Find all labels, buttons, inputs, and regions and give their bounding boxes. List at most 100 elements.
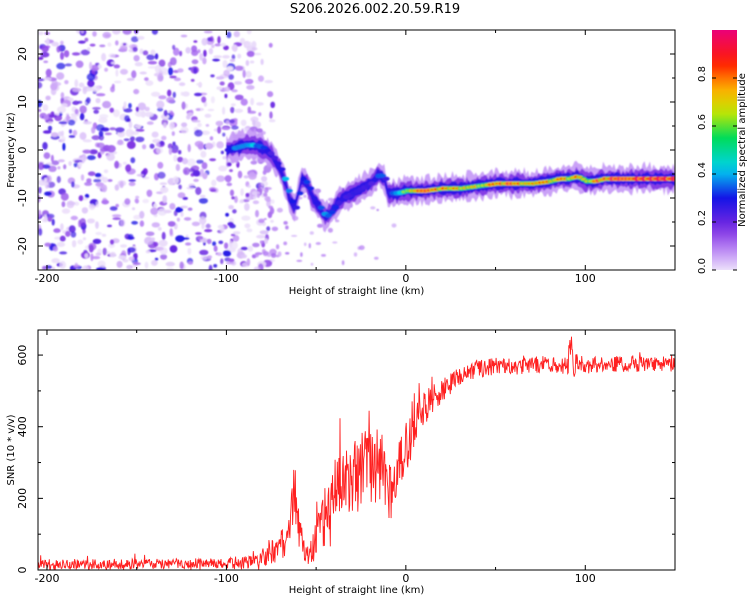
noise-speckle <box>128 181 136 187</box>
noise-speckle <box>52 266 56 270</box>
noise-speckle <box>146 54 155 61</box>
noise-speckle <box>216 141 224 149</box>
noise-speckle <box>70 215 79 221</box>
noise-speckle <box>242 199 250 203</box>
noise-speckle <box>95 182 105 187</box>
snr-xtick-label: 100 <box>575 572 596 585</box>
ridge-cell <box>673 176 675 181</box>
noise-speckle <box>267 211 273 219</box>
noise-speckle <box>175 207 184 213</box>
noise-speckle <box>38 228 43 236</box>
noise-speckle <box>43 114 49 121</box>
noise-speckle <box>136 173 144 177</box>
noise-speckle <box>198 197 208 204</box>
colorbar <box>712 30 737 270</box>
noise-speckle <box>205 124 210 127</box>
noise-speckle <box>72 100 80 106</box>
noise-speckle <box>112 214 122 218</box>
heatmap-ytick-label: 0 <box>16 147 29 154</box>
noise-speckle <box>200 150 207 158</box>
noise-speckle <box>95 231 103 236</box>
noise-speckle <box>128 256 135 262</box>
noise-speckle <box>234 81 242 85</box>
noise-speckle <box>186 158 196 167</box>
noise-speckle <box>122 30 132 35</box>
noise-speckle <box>102 247 107 256</box>
noise-speckle <box>169 110 174 116</box>
noise-speckle <box>38 100 43 108</box>
noise-speckle <box>44 242 52 247</box>
noise-speckle <box>176 217 180 222</box>
noise-speckle <box>252 200 260 205</box>
noise-speckle <box>157 227 162 231</box>
noise-speckle <box>172 91 176 98</box>
noise-speckle <box>40 51 50 58</box>
noise-speckle <box>53 228 61 233</box>
ridge-cell <box>368 181 376 186</box>
noise-speckle <box>104 34 111 37</box>
noise-speckle <box>219 81 225 86</box>
noise-speckle <box>213 264 218 268</box>
noise-speckle <box>101 184 108 193</box>
noise-speckle <box>144 261 149 269</box>
noise-speckle <box>89 149 98 155</box>
noise-speckle <box>135 136 145 143</box>
noise-speckle <box>88 203 96 210</box>
noise-speckle <box>251 47 258 51</box>
noise-speckle <box>207 255 213 259</box>
noise-speckle <box>262 170 267 175</box>
noise-speckle <box>228 205 234 210</box>
noise-speckle <box>231 89 238 93</box>
noise-speckle <box>70 113 80 117</box>
noise-speckle <box>199 194 206 198</box>
noise-speckle <box>186 186 195 190</box>
noise-speckle <box>267 91 274 98</box>
noise-speckle <box>46 175 52 183</box>
snr-ytick-label: 200 <box>16 488 29 509</box>
noise-speckle <box>204 229 213 233</box>
noise-speckle <box>321 254 326 257</box>
noise-speckle <box>250 116 259 123</box>
noise-speckle <box>228 258 235 263</box>
noise-speckle <box>191 119 201 123</box>
noise-speckle <box>185 47 191 54</box>
noise-speckle <box>243 175 249 179</box>
noise-speckle <box>87 79 95 88</box>
noise-speckle <box>95 62 100 66</box>
noise-speckle <box>119 45 128 52</box>
noise-speckle <box>153 203 158 208</box>
ridge-cell <box>335 200 344 205</box>
noise-speckle <box>166 267 174 270</box>
snr-xtick-label: -100 <box>214 572 239 585</box>
noise-speckle <box>122 258 129 263</box>
noise-speckle <box>133 214 142 220</box>
noise-speckle <box>80 49 90 56</box>
noise-speckle <box>169 121 175 130</box>
ridge-cell <box>382 176 390 181</box>
noise-speckle <box>246 30 252 35</box>
noise-speckle <box>179 50 183 57</box>
noise-speckle <box>264 196 271 202</box>
ridge-cell <box>274 161 282 166</box>
ridge-cell <box>296 191 304 196</box>
noise-speckle <box>206 238 212 245</box>
noise-speckle <box>195 232 202 235</box>
noise-speckle <box>68 129 73 134</box>
noise-speckle <box>177 192 186 199</box>
noise-speckle <box>60 136 66 143</box>
noise-speckle <box>232 231 241 235</box>
noise-speckle <box>285 225 289 230</box>
noise-speckle <box>46 213 55 219</box>
noise-speckle <box>188 168 195 173</box>
noise-speckle <box>116 260 123 268</box>
noise-speckle <box>251 41 257 49</box>
noise-speckle <box>199 216 207 225</box>
noise-speckle <box>247 110 257 114</box>
noise-speckle <box>162 195 168 204</box>
noise-speckle <box>75 60 84 68</box>
noise-speckle <box>247 184 251 188</box>
noise-speckle <box>61 208 71 214</box>
noise-speckle <box>91 256 101 260</box>
noise-speckle <box>202 172 208 180</box>
